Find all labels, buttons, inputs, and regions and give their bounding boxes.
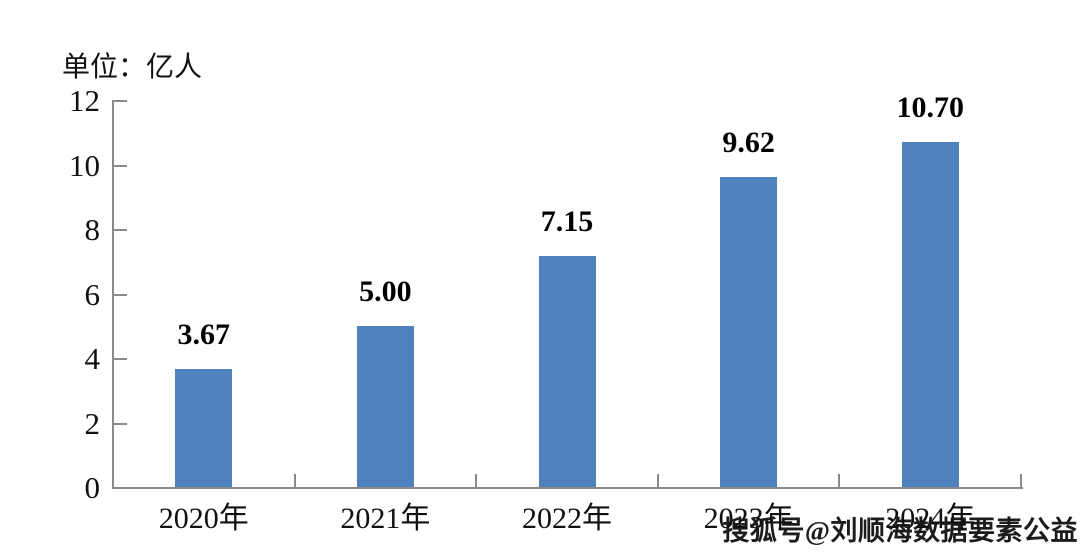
y-tick-label: 4 xyxy=(84,341,101,376)
bar xyxy=(356,325,414,487)
x-tick-label: 2021年 xyxy=(340,502,431,535)
unit-label: 单位：亿人 xyxy=(62,52,203,83)
y-tick-label: 12 xyxy=(69,83,100,118)
bar xyxy=(175,368,233,487)
y-tick-label: 2 xyxy=(84,405,101,441)
y-tick-label: 8 xyxy=(84,212,101,247)
y-tick-label: 6 xyxy=(84,276,101,312)
bar-value-label: 9.62 xyxy=(722,125,775,159)
x-axis-line xyxy=(112,487,1023,489)
x-tick-label: 2022年 xyxy=(522,502,612,535)
watermark-text: 搜狐号@刘顺海数据要素公益 xyxy=(722,516,1078,546)
bar xyxy=(901,141,959,487)
y-tick xyxy=(114,422,127,425)
y-tick xyxy=(114,293,127,296)
y-tick xyxy=(114,229,127,231)
bar-value-label: 5.00 xyxy=(359,274,412,308)
y-tick xyxy=(114,100,127,102)
bar-value-label: 10.70 xyxy=(896,90,964,124)
x-tick-label: 2023年 xyxy=(703,502,794,535)
x-tick xyxy=(838,474,841,487)
y-tick-label: 0 xyxy=(84,470,101,505)
y-tick xyxy=(114,358,127,360)
x-tick xyxy=(656,474,659,487)
x-tick xyxy=(475,474,478,487)
x-tick xyxy=(293,474,296,487)
bar xyxy=(720,176,778,487)
x-tick-label: 2024年 xyxy=(885,502,976,535)
y-axis-line xyxy=(112,100,114,489)
y-tick xyxy=(114,164,127,167)
bar xyxy=(538,256,596,487)
x-tick xyxy=(1020,474,1022,487)
x-tick-label: 2020年 xyxy=(158,502,249,535)
y-tick-label: 10 xyxy=(69,147,100,183)
bar-value-label: 7.15 xyxy=(540,205,594,239)
bar-value-label: 3.67 xyxy=(177,317,231,351)
